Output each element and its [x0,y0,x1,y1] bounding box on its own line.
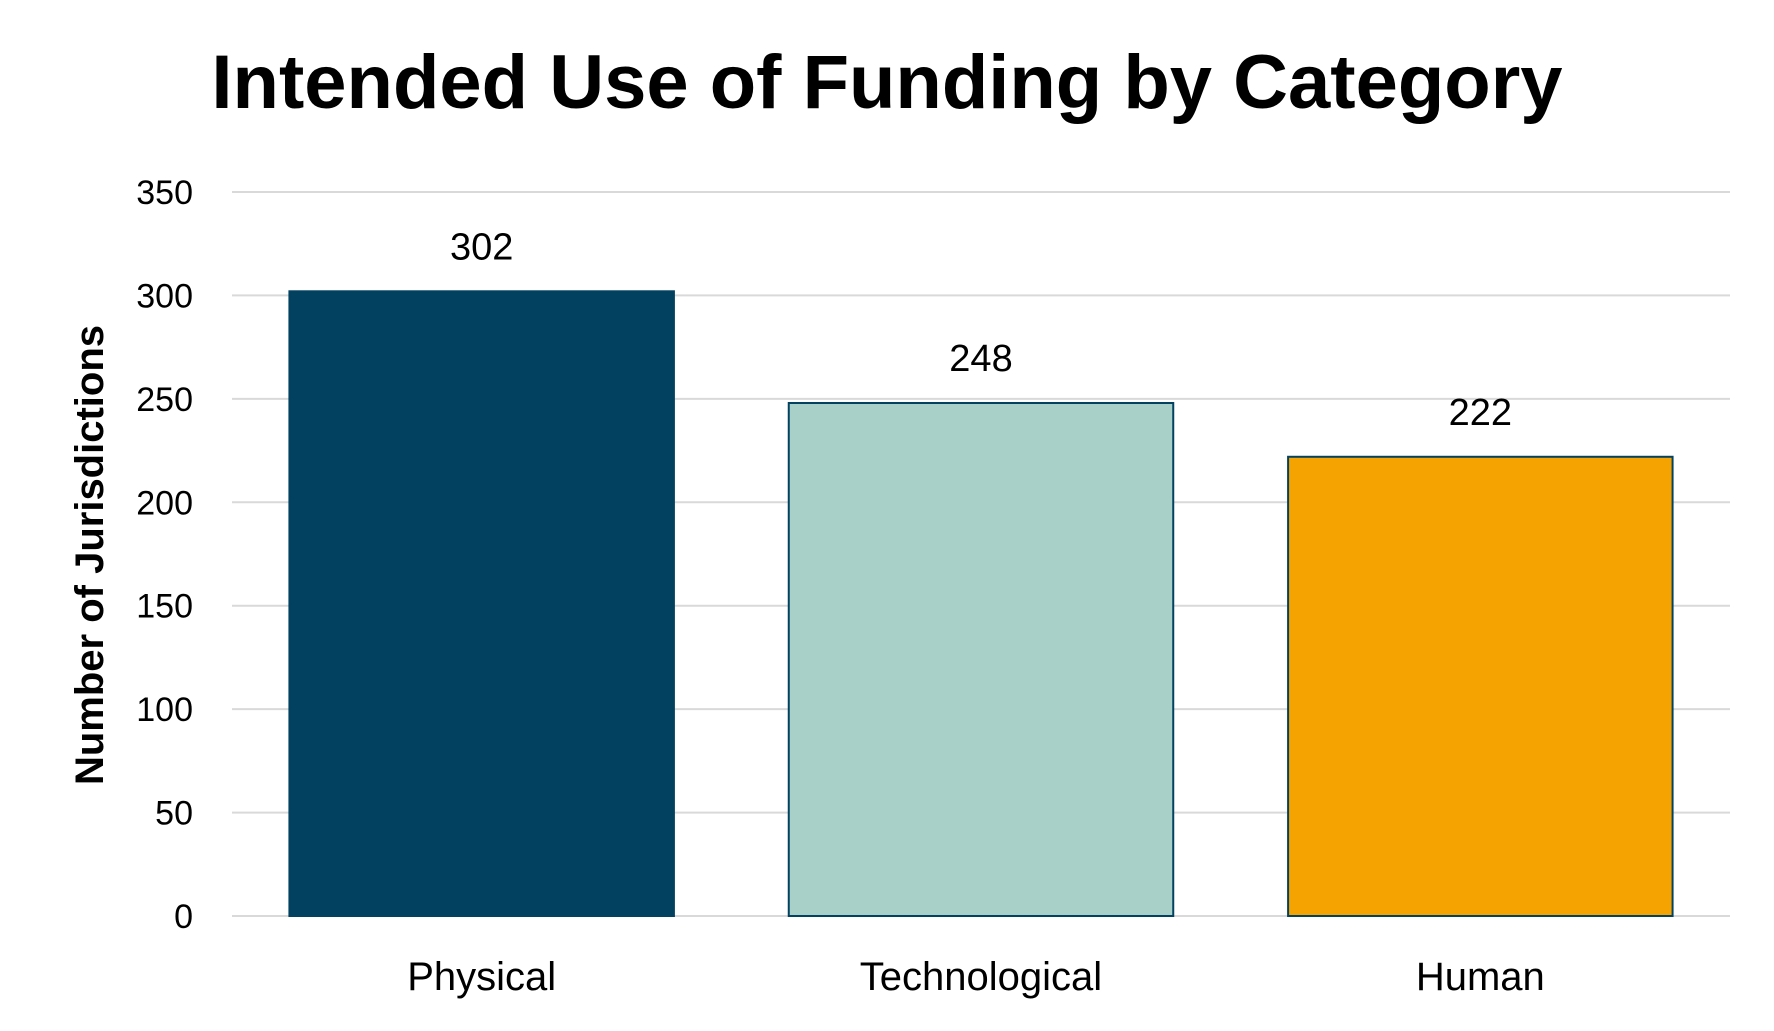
y-tick-label: 0 [174,898,193,936]
y-tick-label: 250 [136,381,193,419]
bar-human [1287,455,1674,917]
data-labels: 302 248 222 [450,226,1512,433]
y-axis-title: Number of Jurisdictions [68,325,112,785]
y-tick-label: 150 [136,588,193,626]
y-axis-title-group: Number of Jurisdictions [68,325,112,785]
x-category-label-human: Human [1416,955,1545,999]
bar-physical [288,290,675,917]
data-label-physical: 302 [450,226,513,268]
data-label-human: 222 [1449,392,1512,434]
y-tick-label: 350 [136,174,193,212]
y-tick-label: 50 [155,795,193,833]
y-tick-label: 100 [136,691,193,729]
data-label-technological: 248 [949,338,1012,380]
bars [288,290,1674,918]
chart-title: Intended Use of Funding by Category [211,40,1562,125]
x-axis-category-labels: Physical Technological Human [407,955,1545,999]
y-tick-label: 300 [136,277,193,315]
bar-technological [787,401,1175,918]
y-axis-ticks: 0 50 100 150 200 250 300 350 [136,174,193,936]
y-tick-label: 200 [136,484,193,522]
x-category-label-technological: Technological [860,955,1102,999]
x-category-label-physical: Physical [407,955,556,999]
